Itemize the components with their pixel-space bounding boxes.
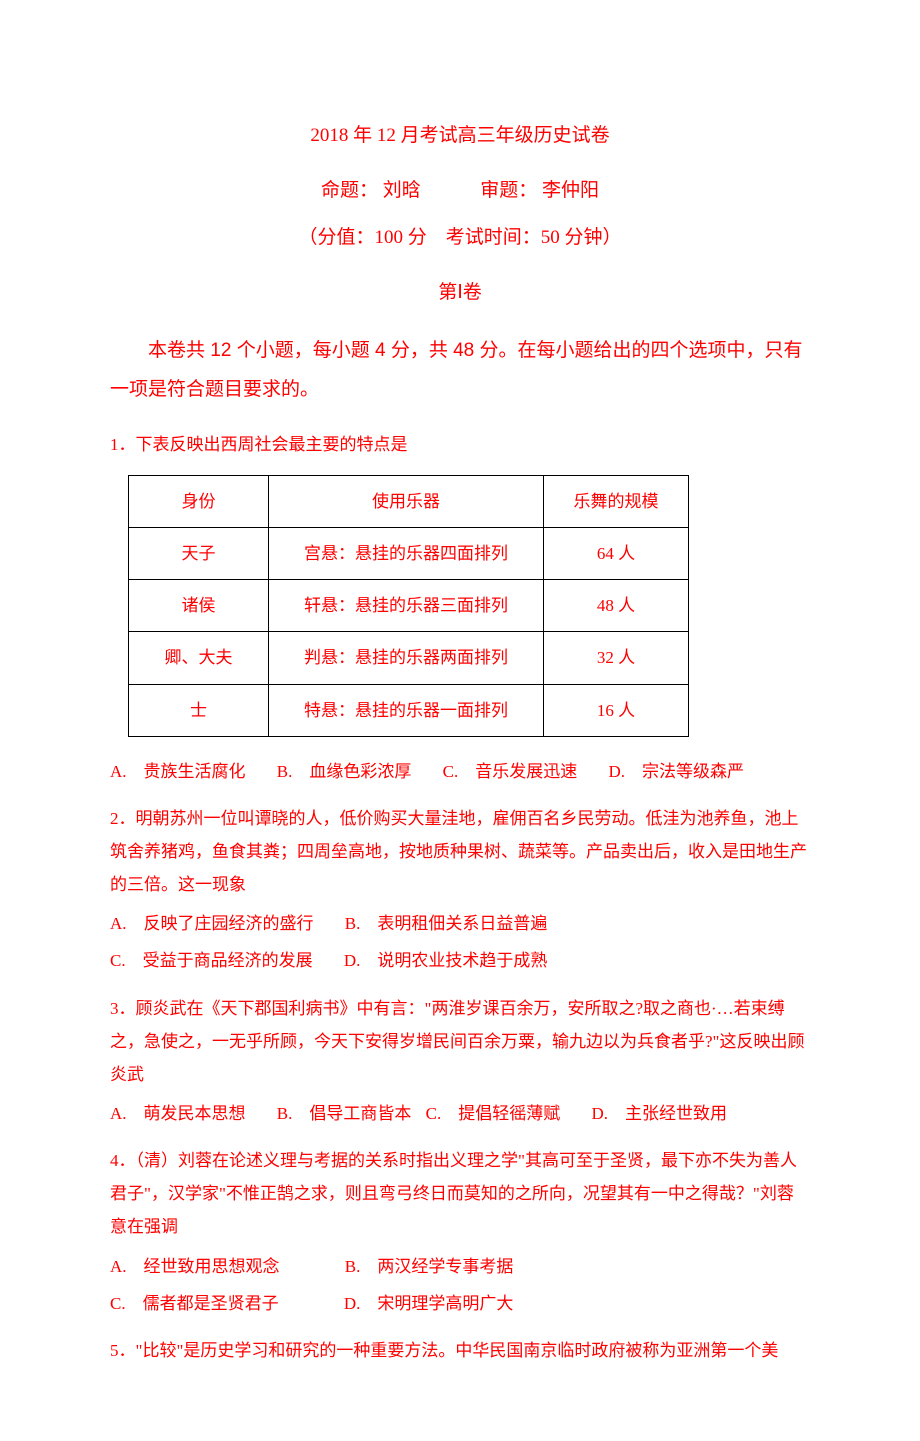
q2-option-b: B. 表明租佃关系日益普遍 [345, 907, 548, 940]
table-cell: 诸侯 [129, 580, 269, 632]
q4-option-b: B. 两汉经学专事考据 [345, 1250, 514, 1283]
table-cell: 轩悬：悬挂的乐器三面排列 [269, 580, 544, 632]
q1-option-b: B. 血缘色彩浓厚 [277, 755, 412, 788]
table-header-cell: 身份 [129, 476, 269, 528]
q3-option-a: A. 萌发民本思想 [110, 1097, 246, 1130]
q4-options-line2: C. 儒者都是圣贤君子 D. 宋明理学高明广大 [110, 1287, 810, 1320]
table-cell: 判悬：悬挂的乐器两面排列 [269, 632, 544, 684]
q3-option-c: C. 提倡轻徭薄赋 [426, 1097, 561, 1130]
q2-options-line1: A. 反映了庄园经济的盛行 B. 表明租佃关系日益普遍 [110, 907, 810, 940]
table-cell: 64 人 [544, 528, 689, 580]
q4-prompt: 4．（清）刘蓉在论述义理与考据的关系时指出义理之学"其高可至于圣贤，最下亦不失为… [110, 1144, 810, 1243]
q1-option-d: D. 宗法等级森严 [608, 755, 744, 788]
section-instructions: 本卷共 12 个小题，每小题 4 分，共 48 分。在每小题给出的四个选项中，只… [110, 332, 810, 410]
table-cell: 天子 [129, 528, 269, 580]
q3-option-d: D. 主张经世致用 [591, 1097, 727, 1130]
table-row: 诸侯 轩悬：悬挂的乐器三面排列 48 人 [129, 580, 689, 632]
q2-option-d: D. 说明农业技术趋于成熟 [344, 944, 548, 977]
authors-line: 命题： 刘晗 审题： 李仲阳 [110, 175, 810, 202]
q1-prompt: 1．下表反映出西周社会最主要的特点是 [110, 428, 810, 461]
q3-options: A. 萌发民本思想 B. 倡导工商皆本 C. 提倡轻徭薄赋 D. 主张经世致用 [110, 1097, 810, 1130]
table-header-cell: 乐舞的规模 [544, 476, 689, 528]
q5-prompt: 5．"比较"是历史学习和研究的一种重要方法。中华民国南京临时政府被称为亚洲第一个… [110, 1334, 810, 1367]
q1-option-a: A. 贵族生活腐化 [110, 755, 246, 788]
table-row: 天子 宫悬：悬挂的乐器四面排列 64 人 [129, 528, 689, 580]
table-row: 卿、大夫 判悬：悬挂的乐器两面排列 32 人 [129, 632, 689, 684]
q4-option-a: A. 经世致用思想观念 [110, 1250, 280, 1283]
q2-option-a: A. 反映了庄园经济的盛行 [110, 907, 314, 940]
question-2: 2．明朝苏州一位叫谭晓的人，低价购买大量洼地，雇佣百名乡民劳动。低洼为池养鱼，池… [110, 802, 810, 978]
q4-options-line1: A. 经世致用思想观念 B. 两汉经学专事考据 [110, 1250, 810, 1283]
question-5: 5．"比较"是历史学习和研究的一种重要方法。中华民国南京临时政府被称为亚洲第一个… [110, 1334, 810, 1367]
q1-option-c: C. 音乐发展迅速 [443, 755, 578, 788]
q4-option-c: C. 儒者都是圣贤君子 [110, 1287, 279, 1320]
q1-table: 身份 使用乐器 乐舞的规模 天子 宫悬：悬挂的乐器四面排列 64 人 诸侯 轩悬… [128, 475, 689, 737]
table-cell: 48 人 [544, 580, 689, 632]
exam-title: 2018 年 12 月考试高三年级历史试卷 [110, 120, 810, 147]
table-cell: 卿、大夫 [129, 632, 269, 684]
score-info: （分值：100 分 考试时间：50 分钟） [110, 222, 810, 249]
reviewer-label: 审题： [480, 180, 537, 201]
author-label: 命题： [321, 180, 378, 201]
q3-prompt: 3．顾炎武在《天下郡国利病书》中有言："两淮岁课百余万，安所取之?取之商也·…若… [110, 992, 810, 1091]
table-cell: 宫悬：悬挂的乐器四面排列 [269, 528, 544, 580]
author-name: 刘晗 [383, 180, 421, 201]
table-cell: 士 [129, 684, 269, 736]
section-number: 第Ⅰ卷 [110, 277, 810, 304]
q3-option-b: B. 倡导工商皆本 [277, 1097, 412, 1130]
q2-option-c: C. 受益于商品经济的发展 [110, 944, 313, 977]
q4-option-d: D. 宋明理学高明广大 [344, 1287, 514, 1320]
table-row: 士 特悬：悬挂的乐器一面排列 16 人 [129, 684, 689, 736]
table-header-row: 身份 使用乐器 乐舞的规模 [129, 476, 689, 528]
question-3: 3．顾炎武在《天下郡国利病书》中有言："两淮岁课百余万，安所取之?取之商也·…若… [110, 992, 810, 1131]
q2-prompt: 2．明朝苏州一位叫谭晓的人，低价购买大量洼地，雇佣百名乡民劳动。低洼为池养鱼，池… [110, 802, 810, 901]
table-cell: 32 人 [544, 632, 689, 684]
table-header-cell: 使用乐器 [269, 476, 544, 528]
question-4: 4．（清）刘蓉在论述义理与考据的关系时指出义理之学"其高可至于圣贤，最下亦不失为… [110, 1144, 810, 1320]
table-cell: 16 人 [544, 684, 689, 736]
question-1: 1．下表反映出西周社会最主要的特点是 身份 使用乐器 乐舞的规模 天子 宫悬：悬… [110, 428, 810, 788]
reviewer-name: 李仲阳 [542, 180, 599, 201]
q2-options-line2: C. 受益于商品经济的发展 D. 说明农业技术趋于成熟 [110, 944, 810, 977]
q1-options: A. 贵族生活腐化 B. 血缘色彩浓厚 C. 音乐发展迅速 D. 宗法等级森严 [110, 755, 810, 788]
table-cell: 特悬：悬挂的乐器一面排列 [269, 684, 544, 736]
